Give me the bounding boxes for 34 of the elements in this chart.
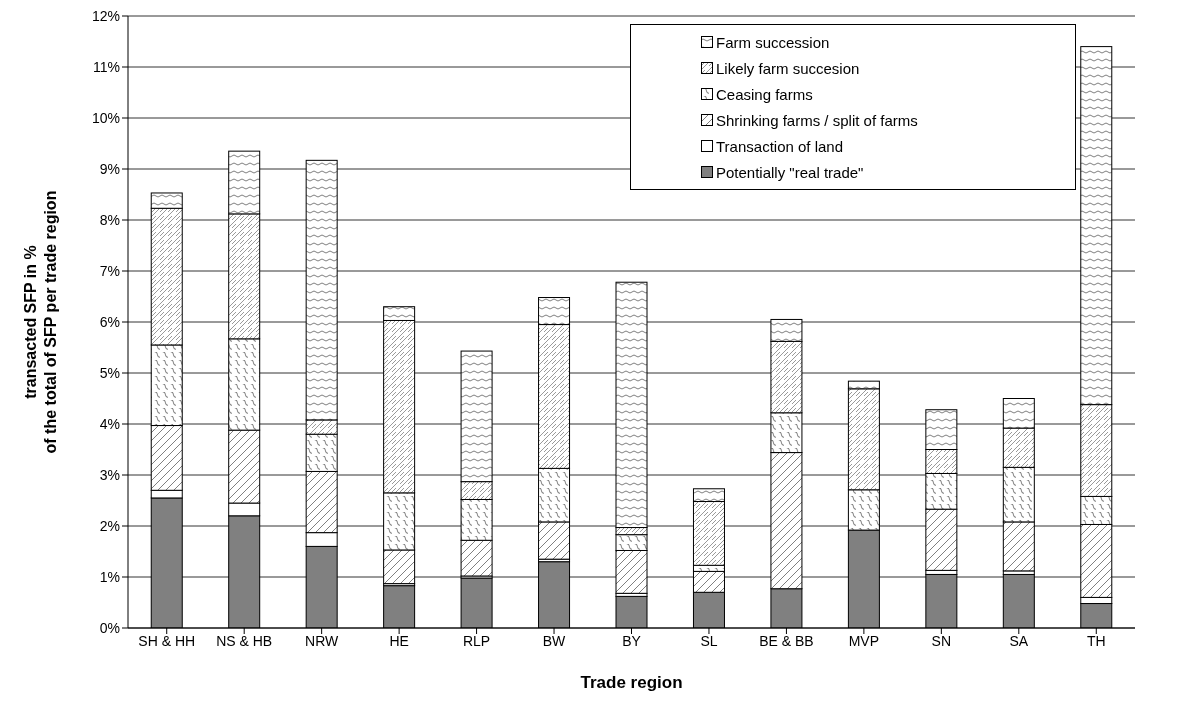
x-tick-label: SH & HH [138, 632, 196, 649]
y-tick-label: 0% [99, 619, 120, 636]
y-tick-label: 2% [99, 517, 120, 534]
x-axis-title: Trade region [580, 673, 683, 692]
y-tick-label: 1% [99, 568, 120, 585]
x-tick-label: BE & BB [759, 632, 814, 649]
x-tick-label: NS & HB [216, 632, 273, 649]
x-tick-label: TH [1086, 632, 1106, 649]
y-tick-label: 3% [99, 466, 120, 483]
x-tick-label: SA [1009, 632, 1029, 649]
x-tick-label: RLP [462, 632, 491, 649]
y-tick-label: 6% [99, 313, 120, 330]
legend-label: Farm succession [716, 33, 830, 51]
y-tick-label: 7% [99, 262, 120, 279]
legend-label: Transaction of land [716, 137, 844, 155]
y-tick-label: 9% [99, 160, 120, 177]
y-tick-label: 5% [99, 364, 120, 381]
y-tick-label: 10% [91, 109, 120, 126]
legend-label: Shrinking farms / split of farms [716, 111, 918, 129]
x-tick-label: SN [931, 632, 952, 649]
x-tick-label: HE [389, 632, 409, 649]
legend-label: Potentially "real trade" [716, 163, 864, 181]
x-tick-label: NRW [305, 632, 340, 649]
y-axis-title: transacted SFP in % of the total of SFP per trade region [22, 190, 59, 454]
x-tick-label: MVP [848, 632, 880, 649]
y-tick-label: 8% [99, 211, 120, 228]
x-tick-label: BW [542, 632, 567, 649]
y-tick-label: 4% [99, 415, 120, 432]
x-tick-label: BY [622, 632, 642, 649]
y-tick-label: 12% [91, 7, 120, 24]
legend-label: Likely farm succesion [716, 59, 860, 77]
x-tick-label: SL [700, 632, 718, 649]
legend-label: Ceasing farms [716, 85, 813, 103]
y-tick-label: 11% [93, 58, 120, 75]
